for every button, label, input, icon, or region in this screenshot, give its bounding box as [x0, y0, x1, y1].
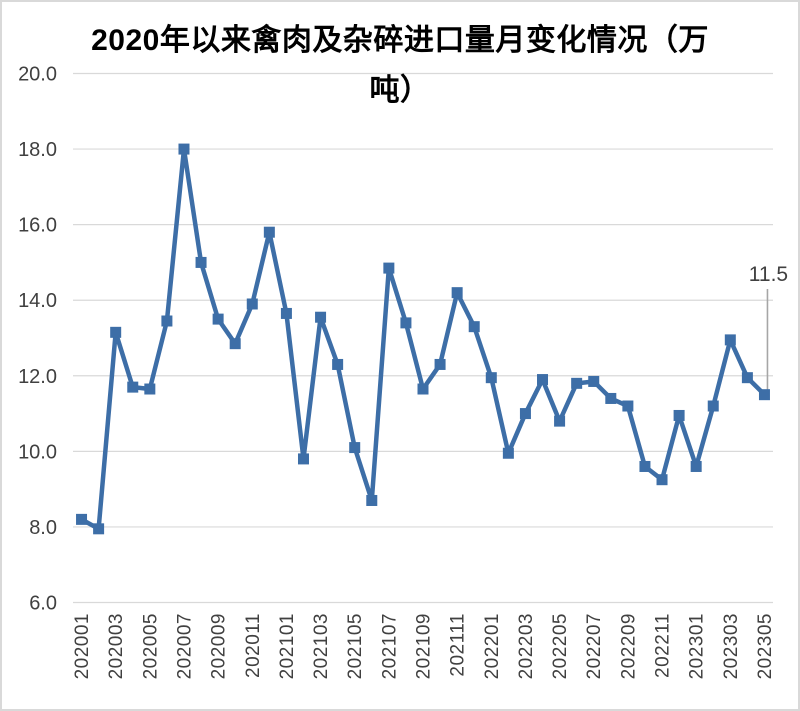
data-point-marker: [400, 317, 412, 329]
x-tick-label: 202101: [277, 613, 298, 679]
data-point-marker: [724, 334, 736, 346]
data-point-marker: [690, 460, 702, 472]
data-point-marker: [315, 311, 327, 323]
data-point-marker: [246, 298, 258, 310]
data-point-marker: [280, 307, 292, 319]
data-series-line: [79, 146, 767, 532]
x-tick-label: 202301: [687, 613, 708, 679]
data-point-marker: [434, 358, 446, 370]
data-point-marker: [195, 256, 207, 268]
data-point-marker: [229, 338, 241, 350]
y-tick-label: 6.0: [29, 593, 57, 615]
x-tick-label: 202201: [482, 613, 503, 679]
data-point-marker: [127, 381, 139, 393]
x-tick-label: 202209: [618, 613, 639, 679]
x-tick-label: 202305: [755, 613, 776, 679]
y-tick-label: 14.0: [18, 290, 57, 312]
data-point-marker: [571, 377, 583, 389]
data-point-marker: [451, 287, 463, 299]
x-tick-label: 202103: [311, 613, 332, 679]
y-tick-label: 12.0: [18, 366, 57, 388]
data-point-marker: [178, 143, 190, 155]
x-tick-label: 202001: [72, 613, 93, 679]
x-tick-label: 202009: [209, 613, 230, 679]
data-point-marker: [93, 523, 105, 535]
data-point-marker: [622, 400, 634, 412]
x-tick-label: 202109: [414, 613, 435, 679]
x-tick-label: 202111: [448, 613, 469, 677]
data-point-marker: [519, 408, 531, 420]
data-point-marker: [349, 442, 361, 454]
data-point-marker: [468, 321, 480, 333]
x-tick-label: 202105: [345, 613, 366, 679]
data-point-marker: [639, 460, 651, 472]
y-tick-label: 18.0: [18, 139, 57, 161]
data-point-marker: [110, 326, 122, 338]
data-point-marker: [161, 315, 173, 327]
y-tick-label: 20.0: [18, 64, 57, 86]
data-point-marker: [758, 389, 770, 401]
data-point-marker: [383, 262, 395, 274]
data-point-marker: [485, 372, 497, 384]
x-tick-label: 202207: [584, 613, 605, 679]
x-tick-label: 202007: [174, 613, 195, 679]
data-point-marker: [212, 313, 224, 325]
data-point-marker: [673, 409, 685, 421]
y-tick-label: 8.0: [29, 517, 57, 539]
data-point-marker: [554, 415, 566, 427]
data-point-marker: [417, 383, 429, 395]
data-point-marker: [588, 375, 600, 387]
data-point-marker: [502, 447, 514, 459]
x-tick-label: 202211: [653, 613, 674, 678]
data-point-marker: [656, 474, 668, 486]
data-point-marker: [707, 400, 719, 412]
y-tick-label: 16.0: [18, 215, 57, 237]
x-tick-label: 202205: [550, 613, 571, 679]
x-tick-label: 202303: [721, 613, 742, 679]
data-point-marker: [741, 372, 753, 384]
x-tick-label: 202003: [106, 613, 127, 679]
data-point-marker: [263, 226, 275, 238]
y-tick-label: 10.0: [18, 441, 57, 463]
x-tick-label: 202005: [140, 613, 161, 679]
x-tick-label: 202203: [516, 613, 537, 679]
data-point-marker: [366, 494, 378, 506]
data-point-marker: [537, 374, 549, 386]
data-point-marker: [297, 453, 309, 465]
data-point-marker: [605, 392, 617, 404]
data-point-marker: [76, 513, 88, 525]
annotation-label: 11.5: [749, 263, 788, 286]
data-point-marker: [332, 358, 344, 370]
x-tick-label: 202011: [243, 613, 264, 678]
data-point-marker: [144, 383, 156, 395]
x-tick-label: 202107: [379, 613, 400, 679]
